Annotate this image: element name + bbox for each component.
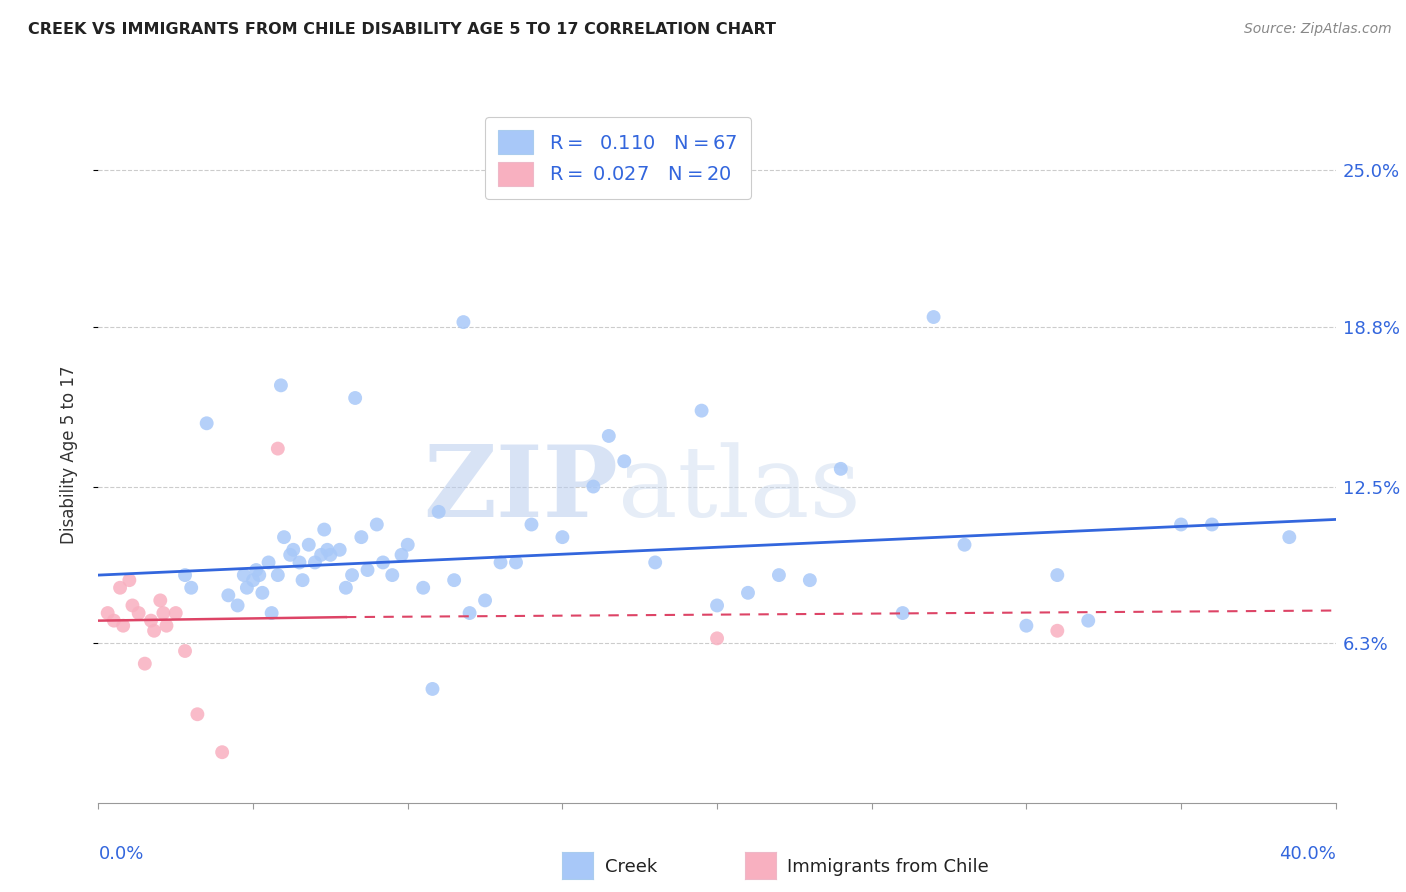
Text: atlas: atlas: [619, 442, 860, 538]
Point: [690, 403, 713, 417]
Point: [155, 618, 177, 632]
Point: [217, 588, 239, 602]
Point: [314, 523, 336, 537]
Point: [422, 681, 444, 696]
Text: ZIP: ZIP: [423, 442, 619, 538]
Point: [103, 614, 125, 628]
Point: [1046, 568, 1069, 582]
Point: [922, 310, 945, 324]
Point: [257, 556, 280, 570]
Point: [474, 593, 496, 607]
Point: [316, 542, 339, 557]
Point: [165, 606, 187, 620]
Point: [143, 624, 166, 638]
Point: [134, 657, 156, 671]
Text: CREEK VS IMMIGRANTS FROM CHILE DISABILITY AGE 5 TO 17 CORRELATION CHART: CREEK VS IMMIGRANTS FROM CHILE DISABILIT…: [28, 22, 776, 37]
Point: [1170, 517, 1192, 532]
Text: Source: ZipAtlas.com: Source: ZipAtlas.com: [1244, 22, 1392, 37]
Point: [520, 517, 543, 532]
Point: [283, 542, 305, 557]
Point: [598, 429, 620, 443]
Point: [613, 454, 636, 468]
Point: [139, 614, 162, 628]
Point: [340, 568, 363, 582]
Point: [366, 517, 388, 532]
Point: [298, 538, 321, 552]
Text: Creek: Creek: [605, 858, 657, 876]
Point: [453, 315, 475, 329]
Point: [112, 618, 135, 632]
Point: [121, 599, 143, 613]
Point: [443, 573, 465, 587]
Point: [891, 606, 914, 620]
Point: [329, 542, 352, 557]
Point: [335, 581, 357, 595]
Y-axis label: Disability Age 5 to 17: Disability Age 5 to 17: [59, 366, 77, 544]
Point: [582, 479, 605, 493]
Point: [174, 568, 197, 582]
Point: [356, 563, 378, 577]
Point: [344, 391, 367, 405]
Point: [270, 378, 292, 392]
Text: 0.0%: 0.0%: [98, 845, 143, 863]
Point: [505, 556, 527, 570]
Point: [319, 548, 342, 562]
Point: [211, 745, 233, 759]
Point: [278, 548, 301, 562]
Point: [226, 599, 249, 613]
Point: [1046, 624, 1069, 638]
Point: [427, 505, 450, 519]
Legend: $\mathregular{R =\ \ 0.110\ \ \ N = 67}$, $\mathregular{R =\ 0.027\ \ \ N = 20}$: $\mathregular{R =\ \ 0.110\ \ \ N = 67}$…: [485, 117, 751, 199]
Point: [195, 417, 218, 431]
Point: [799, 573, 821, 587]
Point: [260, 606, 283, 620]
Point: [273, 530, 295, 544]
Point: [350, 530, 373, 544]
Point: [391, 548, 413, 562]
Point: [458, 606, 481, 620]
Point: [489, 556, 512, 570]
Point: [768, 568, 790, 582]
Point: [186, 707, 208, 722]
Point: [304, 556, 326, 570]
Text: 40.0%: 40.0%: [1279, 845, 1336, 863]
Point: [174, 644, 197, 658]
Point: [644, 556, 666, 570]
Point: [953, 538, 976, 552]
Point: [236, 581, 259, 595]
Point: [396, 538, 419, 552]
Point: [252, 586, 274, 600]
Point: [242, 573, 264, 587]
Point: [149, 593, 172, 607]
Point: [97, 606, 120, 620]
Point: [371, 556, 394, 570]
Point: [706, 632, 728, 646]
Point: [309, 548, 332, 562]
Point: [118, 573, 141, 587]
Point: [288, 556, 311, 570]
Point: [737, 586, 759, 600]
Point: [706, 599, 728, 613]
Point: [232, 568, 254, 582]
Point: [381, 568, 404, 582]
Point: [180, 581, 202, 595]
Point: [267, 442, 290, 456]
Point: [551, 530, 574, 544]
Point: [291, 573, 314, 587]
Point: [245, 563, 267, 577]
Point: [128, 606, 150, 620]
Point: [1015, 618, 1038, 632]
Text: Immigrants from Chile: Immigrants from Chile: [787, 858, 988, 876]
Point: [1278, 530, 1301, 544]
Point: [267, 568, 290, 582]
Point: [830, 462, 852, 476]
Point: [1201, 517, 1223, 532]
Point: [412, 581, 434, 595]
Point: [1077, 614, 1099, 628]
Point: [152, 606, 174, 620]
Point: [247, 568, 270, 582]
Point: [108, 581, 131, 595]
